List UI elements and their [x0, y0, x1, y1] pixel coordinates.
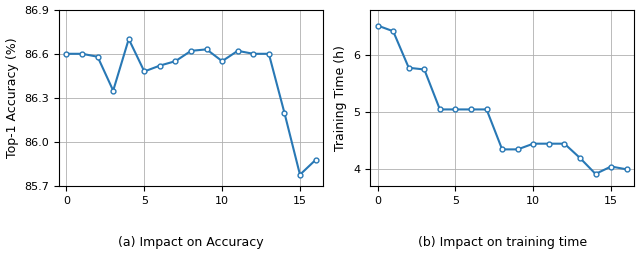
- Y-axis label: Training Time (h): Training Time (h): [335, 45, 348, 151]
- Y-axis label: Top-1 Accuracy (%): Top-1 Accuracy (%): [6, 38, 19, 158]
- X-axis label: # of frozen blocks: # of frozen blocks: [0, 258, 1, 259]
- X-axis label: # of frozen blocks: # of frozen blocks: [0, 258, 1, 259]
- Text: (a) Impact on Accuracy: (a) Impact on Accuracy: [118, 236, 264, 249]
- Text: (b) Impact on training time: (b) Impact on training time: [417, 236, 587, 249]
